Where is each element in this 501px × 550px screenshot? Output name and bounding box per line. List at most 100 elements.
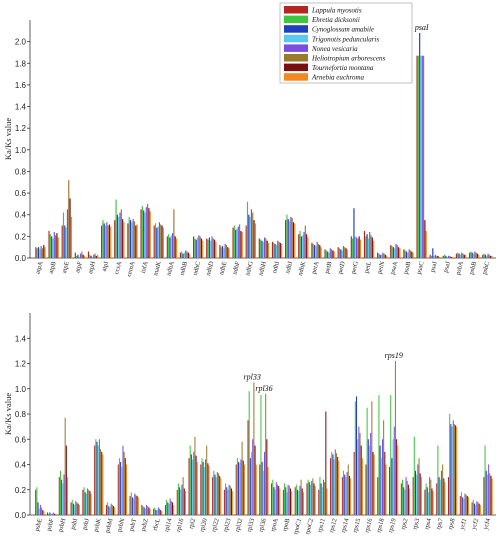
y-tick-label: 0.8 (15, 410, 27, 419)
x-tick-label: ndhH (257, 260, 268, 276)
bar (451, 426, 453, 515)
y-tick-label: 0.0 (15, 511, 27, 520)
bar (214, 239, 216, 258)
x-tick-label: psaC (416, 261, 426, 275)
bar (319, 477, 321, 515)
y-tick-label: 2.0 (15, 38, 27, 47)
bar (367, 238, 369, 258)
bar (119, 212, 121, 258)
bar (190, 454, 192, 515)
bar (108, 224, 111, 258)
bar (227, 247, 229, 258)
bar (354, 236, 356, 258)
bar (338, 460, 340, 515)
bar (182, 253, 184, 258)
bar (63, 474, 65, 515)
bar (184, 491, 187, 515)
x-tick-label: ndhI (271, 261, 281, 274)
x-tick-label: rpoB (281, 517, 291, 532)
bar (232, 227, 234, 258)
bar (288, 221, 291, 258)
bar (434, 254, 437, 258)
bar (424, 220, 426, 258)
bar (313, 483, 315, 515)
bar (102, 220, 104, 258)
bar (186, 251, 188, 258)
bar (118, 458, 120, 515)
bar (298, 234, 300, 258)
bar (111, 504, 113, 515)
bar (316, 241, 318, 258)
bar (456, 426, 458, 515)
x-tick-label: psaB (402, 260, 412, 275)
bar (314, 485, 316, 515)
bar (46, 512, 49, 515)
x-tick-label: rpl32 (234, 518, 244, 533)
bar (262, 470, 264, 515)
bar (120, 209, 122, 258)
bar (148, 507, 150, 515)
bar (157, 507, 159, 515)
bar (417, 464, 419, 515)
bar (396, 439, 398, 515)
bar (255, 464, 257, 515)
bar (238, 461, 240, 515)
bar (391, 246, 393, 258)
bar (65, 227, 67, 258)
bar (207, 463, 209, 515)
bar (285, 220, 287, 258)
bar (267, 467, 269, 515)
bar (223, 489, 225, 515)
x-tick-label: psbZ (140, 518, 150, 532)
x-tick-label: ndhK (297, 260, 308, 276)
bar (215, 241, 217, 258)
bar (128, 216, 130, 258)
bar (155, 509, 157, 515)
y-axis-label: Ka/Ks value (3, 118, 13, 160)
bar (306, 234, 308, 258)
bar (404, 489, 406, 515)
bar (75, 501, 77, 515)
bar (294, 223, 296, 258)
bar (271, 241, 274, 258)
bar (211, 236, 213, 258)
bar (226, 487, 228, 515)
bar (51, 513, 53, 515)
bar (202, 240, 204, 258)
bar (136, 224, 138, 258)
bar (368, 445, 371, 515)
bar (168, 234, 170, 258)
x-tick-label: atpE (61, 261, 71, 274)
bar (329, 248, 331, 258)
bar (353, 451, 355, 515)
x-tick-label: atpB (48, 260, 58, 274)
bar (67, 477, 69, 515)
bar (378, 253, 380, 258)
bar-annotation: rpl36 (255, 384, 272, 393)
bar (196, 461, 198, 515)
legend-swatch (284, 73, 308, 81)
x-tick-label: petN (376, 260, 386, 274)
bar (87, 251, 90, 258)
x-tick-label: rps8 (447, 518, 457, 531)
bar (173, 209, 175, 258)
x-tick-label: rps4 (423, 517, 433, 530)
bar (181, 484, 183, 515)
legend-swatch (284, 44, 308, 52)
bar (196, 237, 199, 258)
y-tick-label: 1.0 (15, 385, 27, 394)
bar (366, 234, 368, 258)
bar (115, 199, 117, 258)
bar (488, 254, 490, 258)
bar (101, 225, 103, 258)
x-tick-label: ycf2 (470, 518, 480, 531)
x-tick-label: rps12 (328, 518, 339, 534)
bar (321, 487, 323, 515)
bar (445, 255, 447, 258)
bar (378, 395, 380, 515)
bar (37, 247, 40, 258)
bar (239, 224, 241, 258)
x-tick-label: ccsA (113, 260, 123, 275)
bar (420, 55, 422, 259)
bar (345, 477, 347, 515)
